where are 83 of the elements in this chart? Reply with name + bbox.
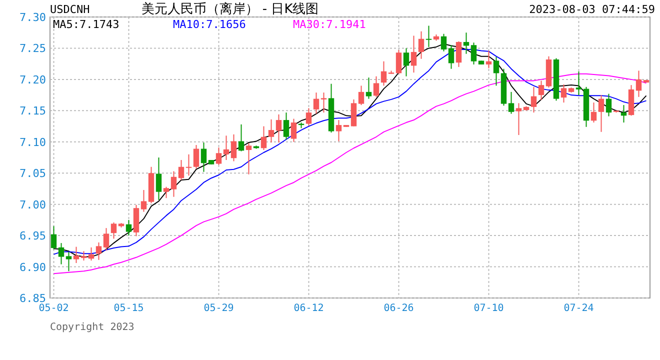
- text: Copyright 2023: [50, 322, 134, 333]
- candlestick: [66, 251, 72, 272]
- candlestick: [448, 44, 454, 70]
- text: USDCNH: [50, 3, 90, 16]
- candlestick: [193, 144, 200, 170]
- text: MA30:7.1941: [293, 18, 366, 31]
- candlestick: [486, 50, 492, 69]
- candlestick: [126, 219, 132, 236]
- x-tick-label: 06-12: [294, 303, 324, 314]
- candlestick: [80, 250, 87, 262]
- y-tick-label: 7.10: [20, 136, 46, 149]
- candlestick: [366, 77, 372, 100]
- candlestick: [290, 118, 297, 142]
- candlestick: [516, 102, 522, 136]
- candlestick: [396, 50, 402, 74]
- candlestick: [170, 170, 177, 198]
- candlestick: [216, 147, 222, 166]
- text: 2023-08-03 07:44:59: [529, 3, 655, 16]
- candlestick: [508, 91, 514, 114]
- candlestick: [163, 186, 170, 199]
- candlestick: [560, 84, 567, 104]
- candlestick: [223, 135, 230, 160]
- x-tick-label: 07-10: [474, 303, 504, 314]
- candlestick: [140, 189, 147, 212]
- candlestick: [283, 112, 290, 140]
- candlestick: [636, 70, 642, 98]
- candlestick: [230, 134, 237, 162]
- candlestick: [238, 124, 244, 152]
- candlestick: [276, 114, 282, 144]
- candlestick: [373, 76, 380, 98]
- candlestick: [186, 154, 192, 176]
- candlestick: [200, 142, 207, 172]
- candlestick: [380, 60, 387, 86]
- y-tick-label: 7.15: [20, 104, 46, 118]
- candlestick: [456, 40, 462, 68]
- y-tick-label: 6.90: [20, 260, 46, 274]
- candlestick: [306, 108, 312, 126]
- candlestick: [96, 242, 102, 260]
- x-tick-label: 06-26: [384, 303, 414, 314]
- candlestick: [350, 98, 357, 127]
- candlestick: [58, 242, 64, 265]
- y-tick-label: 7.20: [20, 73, 46, 86]
- x-tick-label: 05-15: [114, 303, 144, 314]
- candlestick: [358, 85, 364, 106]
- candlestick: [530, 86, 537, 114]
- candlestick: [576, 70, 582, 96]
- candlestick: [178, 160, 184, 180]
- candlestick: [493, 56, 500, 86]
- candlestick: [470, 42, 477, 65]
- y-tick-label: 7.00: [20, 198, 46, 212]
- y-tick-label: 7.30: [20, 11, 46, 24]
- candlestick: [440, 33, 447, 52]
- candlestick: [156, 157, 162, 200]
- candlestick: [590, 102, 597, 124]
- y-tick-label: 7.25: [20, 42, 46, 56]
- candlestick: [50, 226, 57, 250]
- candlestick: [260, 126, 267, 151]
- candlestick: [246, 142, 252, 175]
- candlestick: [463, 32, 470, 54]
- candlestick: [110, 222, 117, 240]
- candlestick: [410, 35, 417, 74]
- x-tick-label: 05-02: [38, 303, 69, 314]
- candlestick: [426, 25, 432, 48]
- text: MA10:7.1656: [173, 18, 246, 31]
- candlestick: [313, 92, 320, 114]
- candlestick: [418, 30, 424, 60]
- candlestick: [606, 93, 612, 117]
- x-tick-label: 05-29: [204, 303, 234, 314]
- candlestick: [538, 80, 544, 101]
- text: MA5:7.1743: [53, 18, 120, 31]
- candlestick: [403, 48, 410, 77]
- chart-title: 美元人民币（离岸） - 日K线图: [141, 1, 319, 17]
- y-tick-label: 6.95: [20, 230, 46, 243]
- candlestick: [103, 228, 110, 252]
- candlestick: [598, 94, 604, 132]
- candlestick: [336, 120, 342, 142]
- x-tick-label: 07-24: [564, 303, 594, 314]
- candlestick: [320, 92, 327, 114]
- candlestick: [268, 118, 274, 144]
- candlestick: [620, 104, 627, 124]
- y-tick-label: 7.05: [20, 167, 46, 180]
- candlestick: [73, 246, 80, 264]
- y-tick-label: 6.85: [20, 292, 46, 305]
